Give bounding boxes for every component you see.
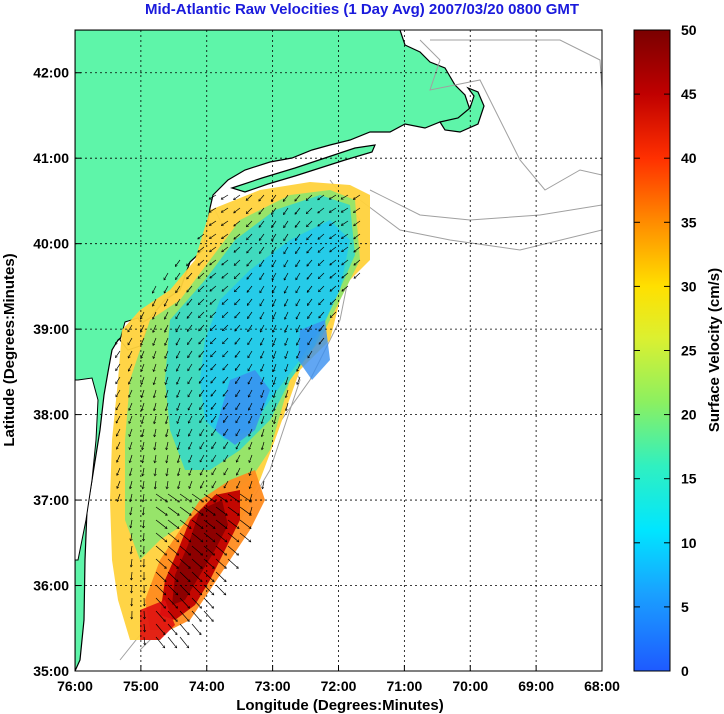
colorbar-tick-label: 50 (681, 22, 697, 38)
colorbar-tick-label: 30 (681, 278, 697, 294)
x-tick-label: 69:00 (518, 678, 554, 694)
colorbar-tick-label: 5 (681, 599, 689, 615)
map-title: Mid-Atlantic Raw Velocities (1 Day Avg) … (144, 1, 580, 18)
x-tick-label: 76:00 (57, 678, 93, 694)
colorbar-tick-label: 20 (681, 407, 697, 423)
x-tick-label: 74:00 (189, 678, 225, 694)
x-axis-ticks: 76:00 75:00 74:00 73:00 72:00 71:00 70:00 69:00… (57, 665, 620, 694)
y-tick-label: 40:00 (33, 236, 69, 252)
y-axis-label: Latitude (Degrees:Minutes) (1, 253, 18, 446)
grid-lines (75, 30, 602, 671)
x-tick-label: 71:00 (386, 678, 422, 694)
y-tick-label: 41:00 (33, 150, 69, 166)
colorbar-tick-label: 45 (681, 86, 697, 102)
chesapeake-bay (75, 377, 99, 561)
colorbar-tick-label: 15 (681, 471, 697, 487)
x-tick-label: 75:00 (123, 678, 159, 694)
colorbar-label: Surface Velocity (cm/s) (706, 268, 723, 432)
colorbar-tick-label: 25 (681, 343, 697, 359)
y-tick-label: 36:00 (33, 578, 69, 594)
x-axis-label: Longitude (Degrees:Minutes) (236, 697, 444, 714)
y-tick-label: 39:00 (33, 321, 69, 337)
y-tick-label: 42:00 (33, 65, 69, 81)
colorbar-tick-label: 10 (681, 535, 697, 551)
x-tick-label: 73:00 (255, 678, 291, 694)
cape-cod (439, 86, 485, 133)
y-tick-label: 35:00 (33, 663, 69, 679)
y-axis-ticks: 42:00 41:00 40:00 39:00 38:00 37:00 36:00 35:00 (33, 65, 81, 679)
y-tick-label: 37:00 (33, 492, 69, 508)
y-tick-label: 38:00 (33, 407, 69, 423)
land-mass (75, 30, 471, 671)
x-tick-label: 68:00 (584, 678, 620, 694)
colorbar-tick-label: 35 (681, 214, 697, 230)
colorbar-ticks: 0 5 10 15 20 25 30 35 40 45 50 (634, 22, 697, 679)
long-island (230, 144, 376, 193)
velocity-arrows (115, 194, 361, 648)
colorbar-tick-label: 40 (681, 150, 697, 166)
colorbar-tick-label: 0 (681, 663, 689, 679)
x-tick-label: 72:00 (321, 678, 357, 694)
x-tick-label: 70:00 (452, 678, 488, 694)
